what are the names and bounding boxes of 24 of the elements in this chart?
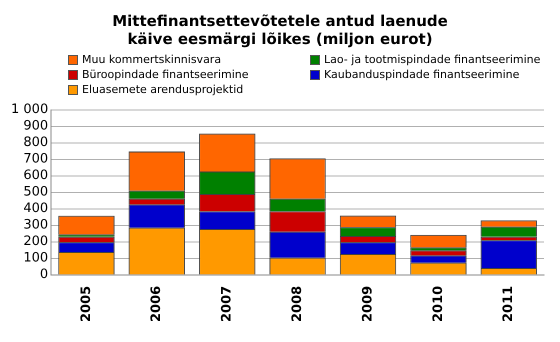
y-tick-label: 800 <box>23 135 48 150</box>
y-tick-label: 400 <box>23 201 48 216</box>
legend-label: Muu kommertskinnisvara <box>82 52 222 67</box>
legend-label: Eluasemete arendusprojektid <box>82 82 244 97</box>
y-tick-label: 700 <box>23 152 48 167</box>
y-tick-label: 1 000 <box>11 102 48 118</box>
legend-label: Büroopindade finantseerimine <box>82 67 249 82</box>
y-tick-label: 300 <box>23 218 48 233</box>
x-tick-label: 2010 <box>430 286 446 322</box>
x-tick-label: 2011 <box>501 286 516 322</box>
chart-title: Mittefinantsettevõtetele antud laenude käive eesmärgi lõikes (miljon eurot) <box>111 11 449 50</box>
y-tick-label: 0 <box>40 267 48 282</box>
y-tick-label: 600 <box>23 168 48 184</box>
legend-label: Lao- ja tootmispindade finantseerimine <box>324 52 540 67</box>
x-tick-label: 2009 <box>360 286 376 322</box>
y-tick-label: 100 <box>23 250 48 266</box>
y-tick-label: 200 <box>23 234 48 250</box>
x-tick-label: 2007 <box>220 286 235 322</box>
x-tick-label: 2008 <box>290 286 305 322</box>
x-tick-label: 2005 <box>78 286 94 322</box>
legend-label: Kaubanduspindade finantseerimine <box>324 67 520 82</box>
x-tick-label: 2006 <box>149 286 164 322</box>
y-tick-label: 500 <box>23 184 48 200</box>
y-tick-label: 900 <box>23 118 48 134</box>
